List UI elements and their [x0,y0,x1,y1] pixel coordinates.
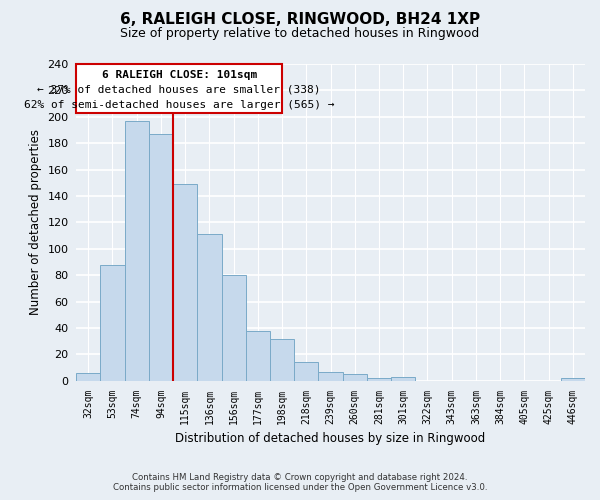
Bar [294,362,319,381]
Bar [561,378,585,381]
Text: 6, RALEIGH CLOSE, RINGWOOD, BH24 1XP: 6, RALEIGH CLOSE, RINGWOOD, BH24 1XP [120,12,480,28]
Bar [246,330,270,381]
Y-axis label: Number of detached properties: Number of detached properties [29,130,41,316]
Bar [149,134,173,381]
Bar [76,64,282,113]
Text: 6 RALEIGH CLOSE: 101sqm: 6 RALEIGH CLOSE: 101sqm [101,70,257,80]
Bar [100,264,125,381]
Bar [221,275,246,381]
Text: 62% of semi-detached houses are larger (565) →: 62% of semi-detached houses are larger (… [24,100,334,110]
Text: ← 37% of detached houses are smaller (338): ← 37% of detached houses are smaller (33… [37,84,321,94]
Bar [197,234,221,381]
Text: Contains HM Land Registry data © Crown copyright and database right 2024.
Contai: Contains HM Land Registry data © Crown c… [113,473,487,492]
Bar [319,372,343,381]
Bar [343,374,367,381]
Bar [367,378,391,381]
Text: Size of property relative to detached houses in Ringwood: Size of property relative to detached ho… [121,28,479,40]
Bar [270,338,294,381]
Bar [173,184,197,381]
Bar [125,121,149,381]
Bar [391,377,415,381]
Bar [76,373,100,381]
X-axis label: Distribution of detached houses by size in Ringwood: Distribution of detached houses by size … [175,432,485,445]
